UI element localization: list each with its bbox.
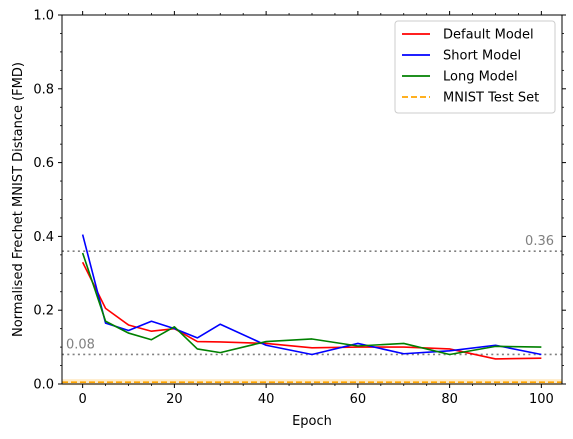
x-axis-label: Epoch xyxy=(292,414,332,429)
y-tick-label-0.4: 0.4 xyxy=(33,230,54,245)
y-tick-label-0.0: 0.0 xyxy=(33,378,54,393)
series-long-model-line xyxy=(81,252,542,356)
series-mnist-test-set-band xyxy=(62,379,562,386)
series-short-model-line xyxy=(81,234,542,356)
y-tick-label-0.6: 0.6 xyxy=(33,156,54,171)
legend-label-default-model: Default Model xyxy=(443,28,534,43)
reference-label-0.36: 0.36 xyxy=(525,234,554,249)
legend-label-mnist-test-set: MNIST Test Set xyxy=(443,91,539,106)
x-tick-label-40: 40 xyxy=(258,392,275,407)
x-tick-label-20: 20 xyxy=(166,392,183,407)
y-axis-label: Normalised Frechet MNIST Distance (FMD) xyxy=(11,62,26,337)
x-tick-label-100: 100 xyxy=(529,392,554,407)
y-tick-label-0.8: 0.8 xyxy=(33,82,54,97)
reference-label-0.08: 0.08 xyxy=(66,337,95,352)
y-tick-label-0.2: 0.2 xyxy=(33,304,54,319)
y-tick-label-1.0: 1.0 xyxy=(33,9,54,24)
legend-box xyxy=(394,20,556,114)
series-default-model-line xyxy=(81,261,542,360)
x-tick-label-0: 0 xyxy=(79,392,87,407)
legend-label-short-model: Short Model xyxy=(443,49,521,64)
legend-label-long-model: Long Model xyxy=(443,70,518,85)
x-tick-label-80: 80 xyxy=(441,392,458,407)
x-tick-label-60: 60 xyxy=(350,392,367,407)
